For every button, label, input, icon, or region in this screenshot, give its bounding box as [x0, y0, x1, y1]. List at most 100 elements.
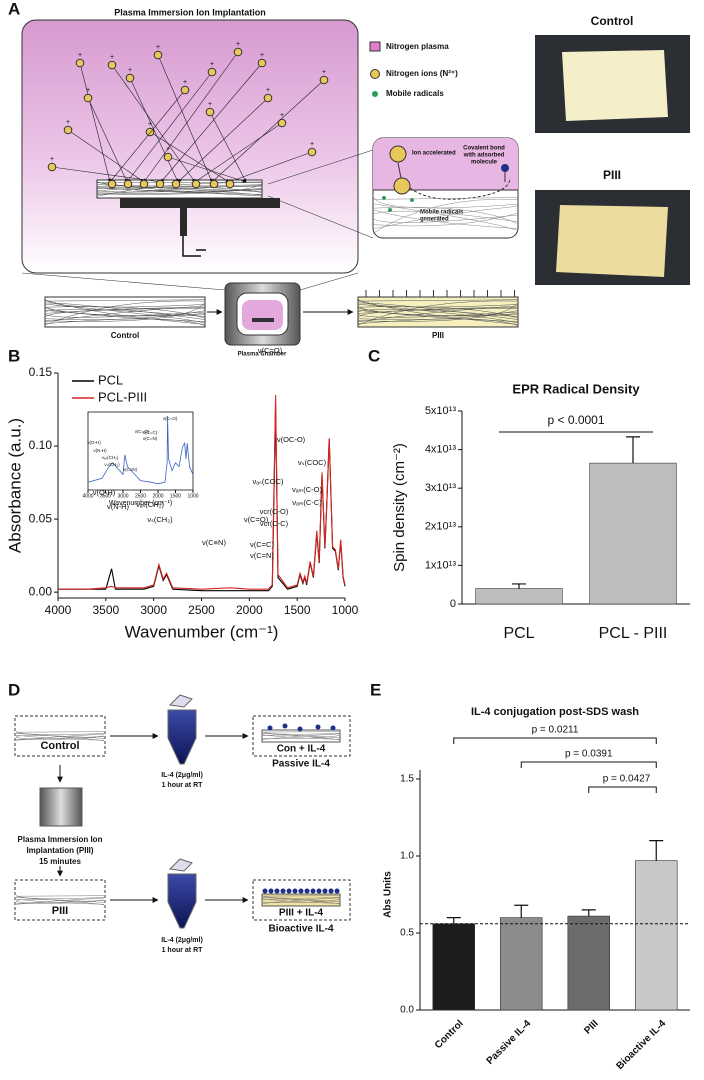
y-axis-label: Absorbance (a.u.): [5, 418, 24, 553]
ion-charge: +: [310, 141, 314, 148]
y-tick-label: 2x10¹³: [425, 521, 457, 533]
chart-title: EPR Radical Density: [512, 381, 640, 396]
significance-label: p = 0.0391: [565, 749, 613, 760]
error-bar: [512, 583, 526, 589]
ion-path: [126, 71, 213, 183]
dashed-box: [252, 879, 351, 921]
ion: [207, 67, 217, 77]
peak-annotation: νₐₘ(C-O): [292, 485, 322, 494]
x-tick-label: PIII: [582, 1018, 601, 1037]
bar: [475, 588, 563, 605]
peak-annotation: ν(C=O): [244, 515, 269, 524]
bar: [500, 917, 543, 1011]
il4: [282, 723, 288, 729]
ion: [63, 125, 73, 135]
ion: [163, 152, 173, 162]
peak-annotation: ν(N-H): [107, 502, 130, 511]
x-axis-label: Wavenumber (cm⁻¹): [125, 622, 279, 641]
error-bar: [581, 909, 596, 917]
legend-swatch: [369, 41, 381, 52]
bar: [635, 860, 678, 1011]
ion-charge: +: [86, 87, 90, 94]
ion-charge: +: [128, 67, 132, 74]
significance-label: p = 0.0427: [603, 774, 651, 785]
ion-path: [67, 129, 145, 183]
ion-charge: +: [260, 52, 264, 59]
peak-annotation: ν(C=O): [135, 429, 150, 434]
ion: [123, 179, 133, 189]
zoom-path: [397, 162, 402, 179]
x-tick-label: 2000: [152, 493, 163, 499]
molecule: [501, 164, 509, 172]
bar: [432, 923, 475, 1011]
bar: [567, 915, 610, 1011]
fibers: [261, 894, 341, 905]
y-tick-label: 0.00: [29, 584, 53, 598]
zoom-label: Ion accelerated: [412, 151, 456, 157]
step-label: 1 hour at RT: [162, 782, 204, 789]
step-label: Con + IL-4: [277, 744, 326, 755]
y-axis-label: Abs Units: [383, 871, 394, 918]
fibers: [372, 194, 519, 234]
chamber-stage: [252, 318, 274, 322]
peak-annotation: νₛ(CH₂): [104, 462, 120, 467]
x-tick-label: 1000: [187, 493, 198, 499]
layout: [14, 19, 690, 929]
step-label: Control: [40, 740, 79, 752]
ion-charge: +: [166, 146, 170, 153]
ion: [107, 60, 117, 70]
peak-annotation: ν(N-H): [93, 448, 107, 453]
ion-path: [79, 62, 111, 183]
zoom-ion: [393, 177, 411, 195]
ion-path: [167, 156, 247, 183]
peak-annotation: ν(C≡N): [202, 538, 226, 547]
tube: [167, 873, 197, 929]
zoom-plasma: [373, 138, 518, 190]
spectrum-line: [58, 394, 346, 590]
peak-annotation: νₐₛ(COC): [253, 477, 285, 486]
step-label: IL-4 (2μg/ml): [161, 937, 203, 944]
x-tick-label: 3500: [100, 493, 111, 499]
fibers: [261, 730, 341, 741]
ion: [107, 179, 117, 189]
ion: [171, 179, 181, 189]
legend-label: Nitrogen plasma: [386, 42, 449, 51]
ion-charge: +: [156, 44, 160, 51]
panel-label: D: [8, 680, 20, 699]
ion-path: [111, 64, 196, 183]
peak-annotation: νₐₛ(CH₂): [102, 455, 119, 460]
fibers: [15, 894, 105, 906]
legend-label: Nitrogen ions (N²⁺): [386, 69, 458, 78]
y-tick-label: 5x10¹³: [425, 405, 457, 417]
panel-label: C: [368, 346, 380, 365]
ion: [191, 179, 201, 189]
ground: [182, 236, 206, 257]
ion-charge: +: [50, 156, 54, 163]
ion-path: [177, 97, 269, 183]
peak-annotation: ν(O-H): [87, 440, 101, 445]
x-tick-label: Control: [433, 1018, 466, 1051]
zoom-label: Covalent bond: [463, 146, 505, 152]
il4: [304, 888, 310, 894]
x-tick-label: 2000: [236, 603, 263, 617]
il4: [315, 724, 321, 730]
ion: [125, 73, 135, 83]
chamber-guide: [21, 272, 359, 291]
il4: [268, 888, 274, 894]
peak-annotation: ν(C=O): [258, 346, 283, 355]
ion: [257, 58, 267, 68]
peak-annotation: νcr(C-C): [260, 519, 289, 528]
chamber-icon: [39, 787, 83, 827]
x-tick-label: Passive IL-4: [485, 1018, 534, 1067]
ion: [209, 179, 219, 189]
flow-label: PIII: [432, 331, 444, 340]
x-tick-label: 1500: [170, 493, 181, 499]
ion-path: [228, 151, 313, 183]
step-label: 15 minutes: [39, 857, 81, 866]
ion: [205, 107, 215, 117]
significance-bracket: [520, 761, 657, 768]
ion-path: [87, 97, 128, 183]
y-tick-label: 0: [450, 598, 456, 610]
zoom-label: molecule: [471, 160, 498, 166]
x-tick-label: 2500: [135, 493, 146, 499]
